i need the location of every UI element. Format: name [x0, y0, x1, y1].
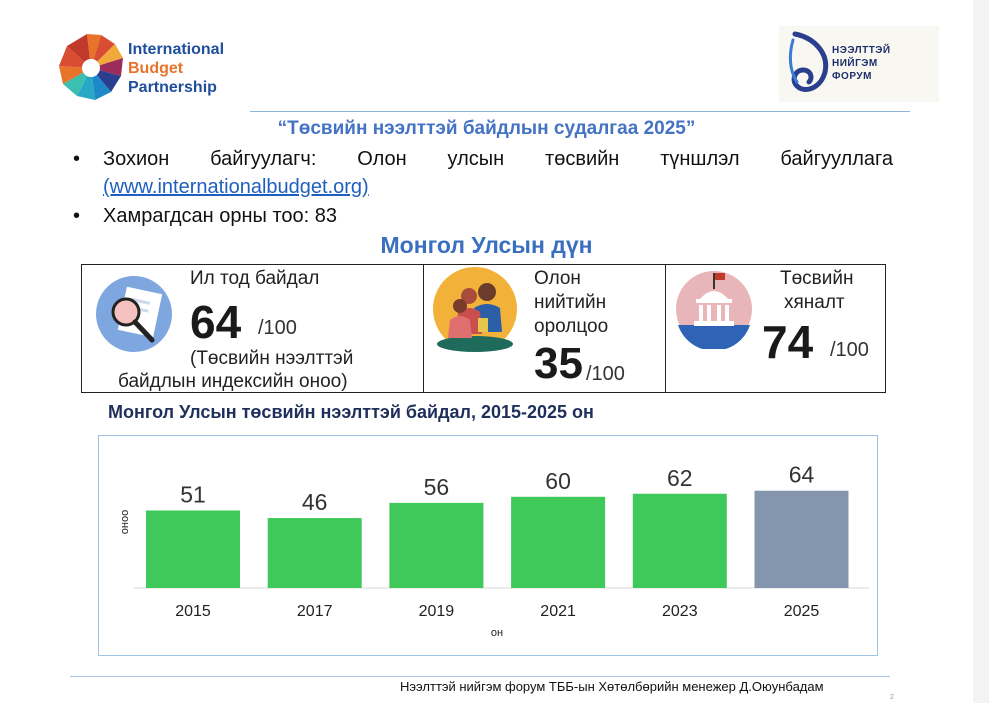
ibp-line3: Partnership: [128, 79, 217, 96]
osf-logo: [779, 26, 939, 102]
oversight-score: 74: [762, 316, 814, 368]
transparency-note-1: (Төсвийн нээлттэй: [190, 348, 354, 369]
ibp-line2: Budget: [128, 60, 184, 77]
organizer-link-line: (www.internationalbudget.org): [103, 176, 369, 199]
participation-scale: /100: [586, 363, 625, 385]
bullet-countries: • Хамрагдсан орны тоо: 83: [73, 205, 338, 228]
panel-transparency: Ил тод байдал 64 /100 (Төсвийн нээлттэй …: [81, 264, 424, 393]
organizer-link[interactable]: (www.internationalbudget.org): [103, 176, 369, 198]
participation-label-3: оролцоо: [534, 316, 609, 337]
transparency-score: 64: [190, 296, 242, 348]
data-label-2025: 64: [789, 462, 815, 488]
bar-2023: [632, 493, 727, 588]
bar-chart: 51 2015 46 2017 56 2019 60 2021 62 2023 64 2025 он он…: [119, 462, 869, 639]
transparency-note-2: байдлын индексийн оноо): [118, 371, 348, 392]
y-axis-label: оноо: [119, 510, 131, 534]
data-label-2023: 62: [667, 465, 693, 491]
section-subtitle: Монгол Улсын дүн: [380, 232, 593, 258]
osf-line1: НЭЭЛТТЭЙ: [832, 45, 891, 56]
transparency-scale: /100: [258, 317, 297, 339]
data-label-2015: 51: [180, 481, 206, 507]
bar-2021: [511, 496, 606, 588]
magnifier-document-icon: [96, 276, 172, 352]
countries-text: Хамрагдсан орны тоо: 83: [103, 205, 338, 227]
panel-oversight: Төсвийн хяналт 74 /100: [665, 264, 886, 393]
osf-emblem-icon: [788, 31, 829, 92]
window-edge: [973, 0, 989, 703]
oversight-scale: /100: [830, 339, 869, 361]
data-label-2019: 56: [424, 474, 450, 500]
organizer-text: Зохион байгуулагч: Олон улсын төсвийн тү…: [103, 148, 893, 170]
ibp-line1: International: [128, 41, 225, 58]
footer-divider: [70, 676, 890, 677]
x-tick-2025: 2025: [784, 603, 820, 620]
x-tick-2023: 2023: [662, 603, 698, 620]
data-label-2021: 60: [545, 468, 571, 494]
bar-2019: [389, 502, 484, 588]
x-tick-2021: 2021: [540, 603, 576, 620]
bullet-dot: •: [73, 148, 81, 170]
participation-score: 35: [534, 339, 583, 388]
page-number: 2: [890, 694, 894, 701]
oversight-label-2: хяналт: [784, 292, 845, 313]
participation-label-2: нийтийн: [534, 292, 607, 313]
x-tick-2017: 2017: [297, 603, 333, 620]
bullet-organizer: • Зохион байгуулагч: Олон улсын төсвийн …: [73, 148, 893, 171]
slide-title: “Төсвийн нээлттэй байдлын судалгаа 2025”: [277, 118, 696, 139]
ibp-logo: [59, 34, 123, 100]
header-divider: [250, 111, 910, 112]
transparency-label: Ил тод байдал: [190, 268, 320, 289]
oversight-label-1: Төсвийн: [780, 268, 854, 289]
x-tick-2019: 2019: [419, 603, 455, 620]
data-label-2017: 46: [302, 489, 328, 515]
chart-title: Монгол Улсын төсвийн нээлттэй байдал, 20…: [108, 402, 594, 422]
people-group-icon: [433, 267, 517, 352]
osf-logo-text: НЭЭЛТТЭЙ НИЙГЭМ ФОРУМ: [832, 44, 891, 83]
bar-2015: [146, 510, 240, 588]
government-building-icon: [676, 271, 752, 349]
bar-2017: [267, 518, 362, 588]
bullet-dot: •: [73, 205, 81, 227]
osf-line2: НИЙГЭМ: [832, 58, 878, 69]
x-axis-label: он: [491, 627, 503, 639]
panel-participation: Олон нийтийн оролцоо 35 /100: [423, 264, 666, 393]
x-tick-2015: 2015: [175, 603, 211, 620]
footer-text: Нээлттэй нийгэм форум ТББ-ын Хөтөлбөрийн…: [400, 679, 824, 694]
bar-2025: [754, 490, 849, 588]
osf-line3: ФОРУМ: [832, 71, 872, 82]
ibp-logo-text: International Budget Partnership: [128, 40, 224, 97]
participation-label-1: Олон: [534, 268, 581, 289]
chart-frame: 51 2015 46 2017 56 2019 60 2021 62 2023 64 2025 он он…: [98, 435, 878, 656]
